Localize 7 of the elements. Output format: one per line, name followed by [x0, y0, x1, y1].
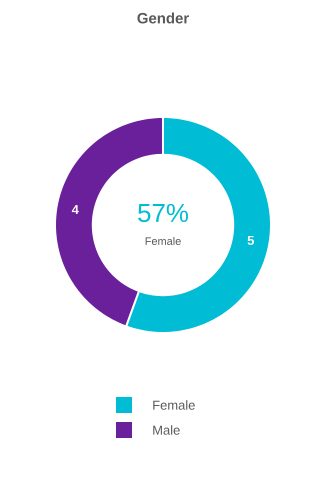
data-label: 4 — [72, 205, 79, 214]
text: 57% — [138, 204, 188, 222]
data-label: 5 — [248, 236, 254, 245]
legend-label: Female — [153, 400, 195, 410]
chart-title: Gender — [137, 12, 189, 24]
text: Female — [146, 236, 181, 246]
legend-label: Male — [153, 425, 180, 435]
